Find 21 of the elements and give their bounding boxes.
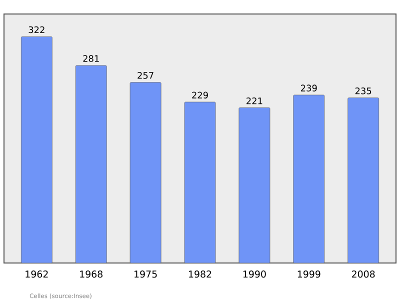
data-label: 229 [192,92,208,98]
x-tick-label: 1982 [189,270,212,278]
x-tick-label: 2008 [352,270,375,278]
x-tick-label: 1968 [80,270,102,278]
bar [293,94,325,264]
bar [238,107,270,264]
data-label: 221 [246,97,262,104]
data-label: 257 [138,72,154,79]
bar [130,82,162,264]
x-tick-label: 1990 [243,270,266,278]
bar [184,102,216,264]
data-label: 281 [83,55,99,62]
bar [348,98,380,264]
data-label: 235 [355,87,372,94]
bar [75,65,107,264]
x-tick-label: 1962 [26,270,48,278]
data-label: 239 [300,84,317,92]
bar [20,36,52,264]
x-tick-label: 1999 [298,270,320,278]
data-label: 322 [28,26,44,34]
x-tick-label: 1975 [134,270,157,278]
